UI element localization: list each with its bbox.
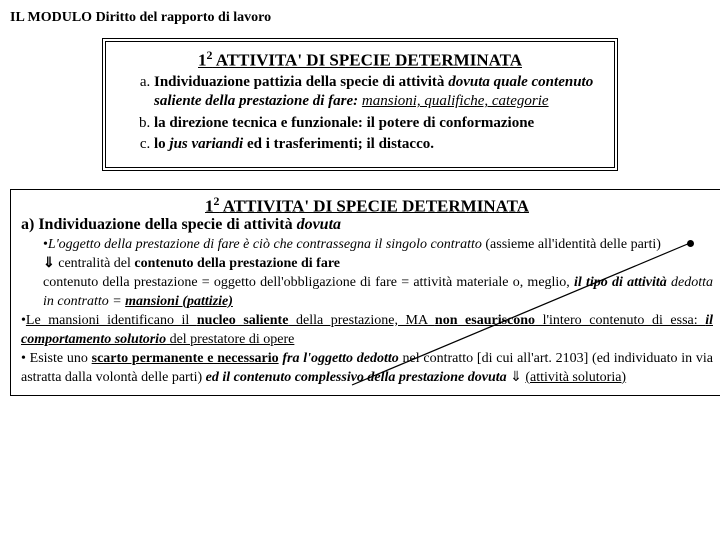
box2-body: •L'oggetto della prestazione di fare è c… bbox=[21, 236, 713, 387]
p3e: mansioni (pattizie) bbox=[125, 294, 233, 309]
p1: •L'oggetto della prestazione di fare è c… bbox=[21, 236, 713, 255]
p5: • Esiste uno scarto permanente e necessa… bbox=[21, 350, 713, 388]
p1b: (assieme all'identità delle parti) bbox=[482, 237, 661, 252]
summary-box: 12 ATTIVITA' DI SPECIE DETERMINATA Indiv… bbox=[102, 38, 618, 171]
a-und: mansioni, qualifiche, categorie bbox=[362, 93, 549, 109]
p5a: Esiste uno bbox=[26, 351, 92, 366]
item-b: la direzione tecnica e funzionale: il po… bbox=[154, 114, 600, 134]
p4a: Le mansioni identificano il bbox=[26, 313, 197, 328]
a-bold: Individuazione pattizia della specie di … bbox=[154, 74, 444, 90]
p3: contenuto della prestazione = oggetto de… bbox=[21, 274, 713, 312]
p4e: l'intero contenuto di essa: bbox=[535, 313, 705, 328]
connector-dot bbox=[687, 240, 694, 247]
p5g: (attività solutoria) bbox=[525, 370, 626, 385]
p2: ⇓ centralità del contenuto della prestaz… bbox=[21, 255, 713, 274]
p5c: fra l'oggetto dedotto bbox=[279, 351, 399, 366]
p3c: il tipo di attività bbox=[574, 275, 667, 290]
p5e: ed il contenuto complessivo della presta… bbox=[206, 370, 507, 385]
p5b: scarto permanente e necessario bbox=[92, 351, 279, 366]
sub-pre: a) Individuazione della specie di attivi… bbox=[21, 216, 297, 233]
p4b: nucleo saliente bbox=[197, 313, 289, 328]
c-post: ed i trasferimenti; il distacco. bbox=[243, 136, 434, 152]
page-header: IL MODULO Diritto del rapporto di lavoro bbox=[10, 10, 710, 26]
detail-box: 12 ATTIVITA' DI SPECIE DETERMINATA a) In… bbox=[10, 189, 720, 397]
title-pre: 1 bbox=[198, 51, 207, 70]
box1-title: 12 ATTIVITA' DI SPECIE DETERMINATA bbox=[120, 48, 600, 71]
p2b: contenuto della prestazione di fare bbox=[134, 256, 340, 271]
p5f: ⇓ bbox=[507, 370, 526, 385]
item-c: lo jus variandi ed i trasferimenti; il d… bbox=[154, 135, 600, 155]
c-pre: lo bbox=[154, 136, 169, 152]
p4: •Le mansioni identificano il nucleo sali… bbox=[21, 312, 713, 350]
b-text: la direzione tecnica e funzionale: il po… bbox=[154, 115, 534, 131]
box2-subtitle: a) Individuazione della specie di attivi… bbox=[21, 216, 713, 234]
p4d: non esauriscono bbox=[435, 313, 535, 328]
arrow-icon: ⇓ bbox=[43, 256, 55, 271]
title-post: ATTIVITA' DI SPECIE DETERMINATA bbox=[212, 51, 522, 70]
p3a: contenuto della prestazione = oggetto de… bbox=[43, 275, 509, 290]
sub-ital: dovuta bbox=[297, 216, 341, 233]
t2-post: ATTIVITA' DI SPECIE DETERMINATA bbox=[219, 196, 529, 215]
box1-list: Individuazione pattizia della specie di … bbox=[120, 73, 600, 155]
box2-title: 12 ATTIVITA' DI SPECIE DETERMINATA bbox=[21, 194, 713, 217]
t2-pre: 1 bbox=[205, 196, 214, 215]
c-ital: jus variandi bbox=[169, 136, 243, 152]
p4g: del prestatore di opere bbox=[166, 332, 294, 347]
p3b: o, meglio, bbox=[509, 275, 575, 290]
p4c: della prestazione, MA bbox=[288, 313, 434, 328]
p2a: centralità del bbox=[55, 256, 135, 271]
p1a: L'oggetto della prestazione di fare è ci… bbox=[48, 237, 482, 252]
item-a: Individuazione pattizia della specie di … bbox=[154, 73, 600, 112]
